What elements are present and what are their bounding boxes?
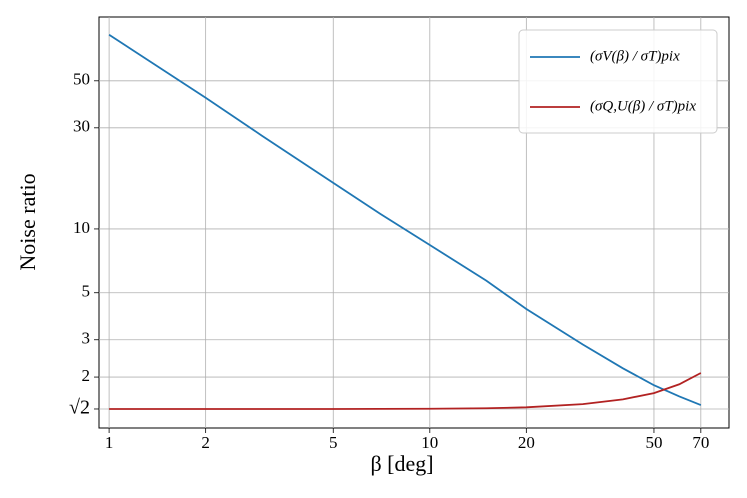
legend-label: (σQ,U(β) / σT)pix: [590, 98, 696, 114]
y-tick-label: √2: [69, 397, 90, 419]
legend-box: [518, 29, 718, 134]
x-tick-label: 5: [329, 433, 338, 452]
series-line: [109, 372, 702, 410]
legend: (σV(β) / σT)pix (σQ,U(β) / σT)pix: [518, 29, 718, 134]
x-axis-label: β [deg]: [370, 451, 433, 476]
x-tick-label: 2: [201, 433, 210, 452]
y-tick-label: 2: [82, 366, 91, 385]
x-tick-label: 1: [105, 433, 114, 452]
y-tick-label: 10: [73, 218, 90, 237]
series-line: [108, 33, 702, 406]
legend-label: (σV(β) / σT)pix: [590, 48, 680, 64]
plot-frame: [98, 16, 730, 429]
y-tick-label: 5: [82, 282, 91, 301]
x-tick-label: 70: [692, 433, 709, 452]
y-tick-label: 50: [73, 70, 90, 89]
y-tick-label: 30: [73, 117, 90, 136]
y-axis-label: Noise ratio: [15, 173, 40, 270]
x-tick-label: 10: [421, 433, 438, 452]
x-tick-label: 20: [518, 433, 535, 452]
y-tick-label: 3: [82, 329, 91, 348]
x-tick-label: 50: [645, 433, 662, 452]
